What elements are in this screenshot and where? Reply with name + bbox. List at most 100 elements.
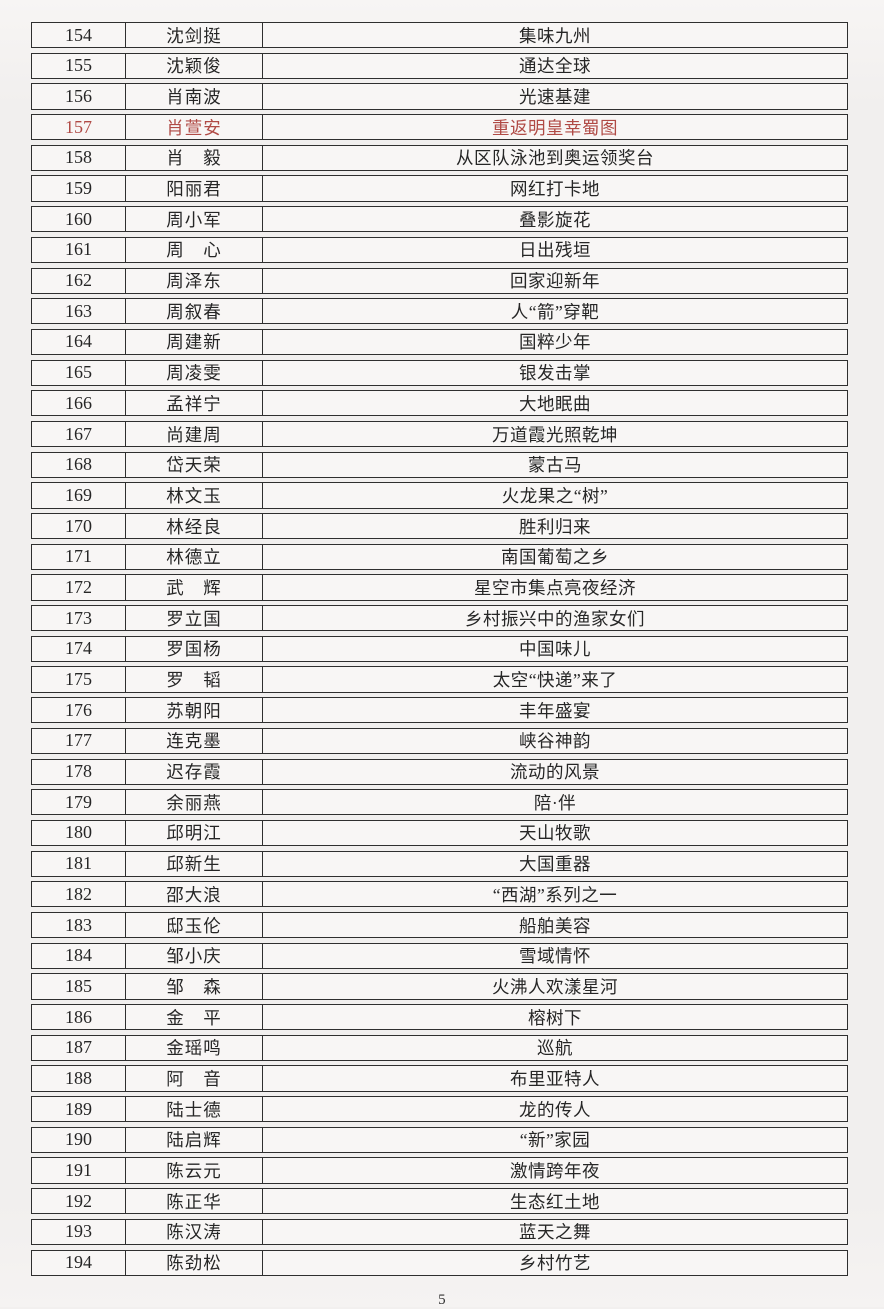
table-row: 169 林文玉 火龙果之“树” (31, 482, 848, 509)
row-number-cell: 192 (32, 1189, 126, 1214)
entry-name-cell: 周建新 (126, 329, 263, 355)
table-row: 166 孟祥宁 大地眠曲 (31, 390, 848, 417)
table-row: 178 迟存霞 流动的风景 (31, 758, 848, 785)
row-number-cell: 193 (32, 1219, 126, 1244)
entry-name-cell: 周泽东 (126, 268, 263, 293)
entry-name-cell: 周小军 (126, 207, 263, 232)
table-row: 159 阳丽君 网红打卡地 (31, 175, 848, 202)
entry-title-cell: 龙的传人 (519, 1099, 591, 1120)
entry-title-cell: 通达全球 (519, 56, 591, 77)
entry-title-cell: 流动的风景 (510, 762, 600, 783)
table-row: 184 邹小庆 雪域情怀 (31, 942, 848, 969)
row-number-cell: 158 (32, 145, 126, 170)
row-number-cell: 172 (32, 575, 126, 600)
entry-name-cell: 沈颖俊 (126, 53, 263, 78)
entry-title-cell: 火龙果之“树” (501, 485, 609, 506)
entry-name-cell: 陆士德 (126, 1097, 263, 1122)
table-row: 176 苏朝阳 丰年盛宴 (31, 697, 848, 724)
entry-name-cell: 肖南波 (126, 84, 263, 109)
entry-title-cell: 峡谷神韵 (519, 731, 591, 752)
table-row: 180 邱明江 天山牧歌 (31, 819, 848, 847)
table-row: 167 尚建周 万道霞光照乾坤 (31, 420, 848, 448)
row-number-cell: 188 (32, 1066, 126, 1091)
table-row: 189 陆士德 龙的传人 (31, 1096, 848, 1123)
row-number-cell: 157 (32, 115, 126, 140)
row-number-cell: 177 (32, 728, 126, 753)
entry-name-cell: 邵大浪 (126, 882, 263, 907)
table-row: 183 邸玉伦 船舶美容 (31, 911, 848, 939)
entry-name-cell: 阿 音 (126, 1066, 263, 1091)
row-number-cell: 176 (32, 698, 126, 723)
table-row: 187 金瑶鸣 巡航 (31, 1034, 848, 1061)
entry-title-cell: 国粹少年 (519, 332, 591, 353)
row-number-cell: 191 (32, 1158, 126, 1183)
table-row: 192 陈正华 生态红土地 (31, 1188, 848, 1215)
entry-title-cell: 中国味儿 (519, 639, 591, 660)
entry-title-cell: 银发击掌 (519, 363, 591, 384)
entry-title-cell: 蒙古马 (528, 455, 582, 476)
table-row: 185 邹 森 火沸人欢漾星河 (31, 973, 848, 1000)
entry-name-cell: 阳丽君 (126, 176, 263, 201)
row-number-cell: 186 (32, 1005, 126, 1030)
table-row: 186 金 平 榕树下 (31, 1004, 848, 1031)
table-row: 168 岱天荣 蒙古马 (31, 451, 848, 478)
row-number-cell: 154 (32, 23, 126, 48)
entry-title-cell: 布里亚特人 (510, 1068, 600, 1089)
entry-title-cell: 人“箭”穿靶 (510, 301, 600, 322)
entry-title-cell: 网红打卡地 (510, 179, 600, 200)
row-number-cell: 161 (32, 237, 126, 262)
entry-name-cell: 金瑶鸣 (126, 1035, 263, 1060)
row-number-cell: 160 (32, 207, 126, 232)
entry-name-cell: 周叙春 (126, 299, 263, 324)
entry-title-cell: 巡航 (537, 1038, 573, 1059)
table-row: 165 周凌雯 银发击掌 (31, 359, 848, 386)
row-number-cell: 159 (32, 176, 126, 201)
table-row: 177 连克墨 峡谷神韵 (31, 727, 848, 754)
entry-name-cell: 孟祥宁 (126, 391, 263, 416)
table-row: 190 陆启辉 “新”家园 (31, 1126, 848, 1153)
entry-name-cell: 陈云元 (126, 1158, 263, 1183)
row-number-cell: 185 (32, 974, 126, 999)
table-row: 194 陈劲松 乡村竹艺 (31, 1249, 848, 1276)
entry-title-cell: 雪域情怀 (519, 946, 591, 967)
row-number-cell: 190 (32, 1127, 126, 1152)
page-number: 5 (438, 1292, 446, 1308)
entry-title-cell: 激情跨年夜 (510, 1161, 600, 1182)
table-row: 158 肖 毅 从区队泳池到奥运领奖台 (31, 144, 848, 171)
row-number-cell: 173 (32, 606, 126, 631)
table-row: 181 邱新生 大国重器 (31, 850, 848, 877)
entry-title-cell: 太空“快递”来了 (492, 670, 618, 691)
table-row: 170 林经良 胜利归来 (31, 513, 848, 540)
entry-title-cell: 星空市集点亮夜经济 (474, 577, 636, 598)
entry-title-cell: 火沸人欢漾星河 (492, 976, 618, 997)
entry-name-cell: 周凌雯 (126, 360, 263, 385)
entry-name-cell: 林德立 (126, 544, 263, 569)
entry-name-cell: 岱天荣 (126, 452, 263, 477)
row-number-cell: 171 (32, 544, 126, 569)
entry-title-cell: 重返明皇幸蜀图 (492, 117, 618, 138)
row-number-cell: 180 (32, 820, 126, 846)
table-row: 173 罗立国 乡村振兴中的渔家女们 (31, 605, 848, 632)
table-row: 157 肖萱安 重返明皇幸蜀图 (31, 114, 848, 141)
entry-title-cell: 南国葡萄之乡 (501, 547, 609, 568)
entry-title-cell: 日出残垣 (519, 240, 591, 261)
entry-title-cell: 乡村振兴中的渔家女们 (465, 608, 645, 629)
table-row: 172 武 辉 星空市集点亮夜经济 (31, 574, 848, 601)
table-row: 163 周叙春 人“箭”穿靶 (31, 298, 848, 325)
entry-title-cell: “西湖”系列之一 (492, 884, 618, 905)
table-row: 155 沈颖俊 通达全球 (31, 52, 848, 79)
entry-name-cell: 林文玉 (126, 483, 263, 508)
entry-title-cell: 光速基建 (519, 86, 591, 107)
row-number-cell: 165 (32, 360, 126, 385)
entry-name-cell: 尚建周 (126, 421, 263, 447)
entry-title-cell: 生态红土地 (510, 1191, 600, 1212)
entry-name-cell: 苏朝阳 (126, 698, 263, 723)
row-number-cell: 179 (32, 790, 126, 815)
entry-title-cell: “新”家园 (519, 1130, 591, 1151)
entry-name-cell: 邱新生 (126, 851, 263, 876)
table-row: 156 肖南波 光速基建 (31, 83, 848, 110)
row-number-cell: 168 (32, 452, 126, 477)
entry-title-cell: 天山牧歌 (519, 823, 591, 844)
entry-title-cell: 叠影旋花 (519, 209, 591, 230)
table-row: 154 沈剑挺 集味九州 (31, 22, 848, 49)
